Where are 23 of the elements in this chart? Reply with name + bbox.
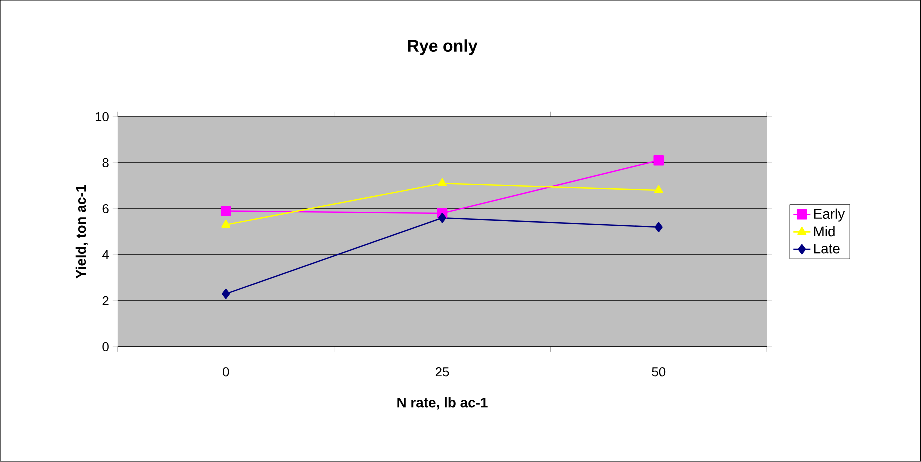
point	[222, 220, 231, 228]
y-axis-title: Yield, ton ac-1	[76, 185, 88, 279]
point	[220, 206, 232, 216]
y-tick-label: 6	[102, 204, 109, 214]
point	[438, 213, 447, 224]
y-tick-label: 8	[102, 158, 109, 168]
point	[222, 288, 230, 300]
point	[654, 156, 664, 166]
point	[654, 222, 663, 233]
chart-title: Rye only	[408, 40, 478, 56]
legend-label: Late	[814, 244, 840, 254]
y-tick-label: 4	[102, 250, 110, 260]
x-tick-label: 0	[223, 368, 230, 377]
y-tick-label: 2	[102, 296, 109, 306]
legend-label: Mid	[814, 226, 835, 237]
x-axis-title: N rate, lb ac-1	[398, 398, 488, 410]
x-tick-label: 25	[436, 368, 450, 377]
point	[654, 185, 664, 194]
legend-label: Early	[814, 208, 846, 222]
y-tick-label: 10	[96, 112, 109, 122]
point	[438, 178, 448, 187]
x-tick-label: 50	[652, 368, 666, 377]
y-tick-label: 0	[102, 342, 109, 352]
